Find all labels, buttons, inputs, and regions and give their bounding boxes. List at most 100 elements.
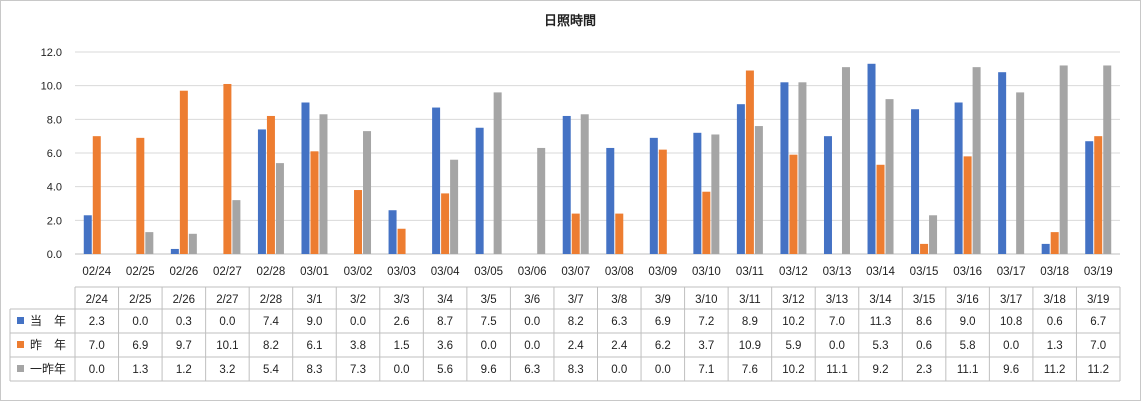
y-tick-label: 2.0 [47, 215, 62, 227]
legend-key [17, 317, 24, 324]
table-cell: 9.0 [960, 316, 976, 328]
legend-label: 一昨年 [30, 362, 66, 376]
x-tick-label: 02/28 [257, 266, 286, 278]
bar [963, 156, 972, 254]
table-header-cell: 3/5 [481, 294, 497, 306]
table-header-cell: 3/13 [826, 294, 848, 306]
table-header-cell: 3/11 [739, 294, 761, 306]
bar [1103, 65, 1112, 254]
bar [745, 70, 754, 255]
table-cell: 10.9 [739, 340, 761, 352]
table-cell: 0.0 [655, 364, 671, 376]
table-header-cell: 3/2 [350, 294, 366, 306]
bar [1059, 65, 1068, 254]
table-cell: 7.4 [263, 316, 280, 328]
table-header-cell: 3/4 [437, 294, 454, 306]
bar [92, 136, 101, 254]
gridlines [75, 51, 1120, 255]
table-cell: 9.0 [306, 316, 322, 328]
y-tick-label: 8.0 [47, 114, 62, 126]
x-tick-label: 03/17 [997, 266, 1026, 278]
bar [450, 159, 459, 254]
bar [170, 248, 179, 254]
table-cell: 11.2 [1044, 364, 1066, 376]
bar [432, 107, 441, 254]
x-tick-label: 03/02 [344, 266, 373, 278]
table-cell: 8.2 [263, 340, 279, 352]
table-cell: 5.8 [960, 340, 976, 352]
bar [823, 136, 832, 254]
table-cell: 7.6 [742, 364, 758, 376]
table-cell: 1.5 [394, 340, 410, 352]
x-tick-label: 02/27 [213, 266, 242, 278]
table-header-cell: 3/6 [524, 294, 540, 306]
table-cell: 0.0 [829, 340, 845, 352]
bars [83, 63, 1112, 255]
bar [493, 92, 502, 255]
legend-label: 当 年 [30, 314, 66, 328]
y-tick-label: 10.0 [41, 81, 62, 93]
table-header-cell: 3/14 [869, 294, 892, 306]
bar [711, 134, 720, 254]
x-tick-label: 03/14 [866, 266, 895, 278]
x-tick-label: 03/10 [692, 266, 721, 278]
table-cell: 9.6 [1003, 364, 1019, 376]
table-cell: 10.1 [216, 340, 238, 352]
table-cell: 0.0 [524, 316, 540, 328]
table-cell: 0.6 [916, 340, 932, 352]
table-cell: 6.7 [1090, 316, 1106, 328]
x-tick-label: 03/12 [779, 266, 808, 278]
table-cell: 7.0 [89, 340, 105, 352]
x-tick-label: 02/26 [169, 266, 198, 278]
bar [615, 213, 624, 254]
x-tick-label: 02/24 [82, 266, 111, 278]
table-header-cell: 2/27 [216, 294, 238, 306]
x-tick-label: 03/06 [518, 266, 547, 278]
bar [1016, 92, 1025, 255]
table-cell: 1.3 [1047, 340, 1063, 352]
bar [998, 72, 1007, 254]
y-tick-label: 12.0 [41, 47, 62, 59]
bar [798, 82, 807, 254]
bar [789, 154, 798, 254]
bar [145, 232, 154, 254]
table-cell: 11.3 [870, 316, 892, 328]
legend-key [17, 365, 24, 372]
y-tick-label: 4.0 [47, 182, 62, 194]
table-header-cell: 3/19 [1087, 294, 1109, 306]
bar [188, 233, 197, 254]
table-header-cell: 3/12 [782, 294, 804, 306]
bar [441, 193, 450, 254]
table-cell: 10.8 [1000, 316, 1022, 328]
x-tick-label: 03/05 [474, 266, 503, 278]
table-cell: 8.9 [742, 316, 758, 328]
table-cell: 10.2 [782, 316, 804, 328]
bar [693, 132, 702, 254]
x-tick-label: 03/01 [300, 266, 329, 278]
x-tick-label: 03/11 [736, 266, 764, 278]
table-header-cell: 3/18 [1043, 294, 1065, 306]
data-table: 2/24 2/25 2/26 2/27 2/28 3/1 3/2 3/3 3/4 3/5 3/6 3/… [9, 286, 1121, 382]
x-tick-label: 03/19 [1084, 266, 1113, 278]
bar [876, 164, 885, 254]
x-tick-label: 03/04 [431, 266, 460, 278]
table-header-cell: 3/17 [1000, 294, 1022, 306]
table-cell: 6.1 [306, 340, 322, 352]
x-tick-label: 03/16 [953, 266, 982, 278]
table-cell: 7.0 [829, 316, 845, 328]
bar [1094, 136, 1103, 254]
bar [580, 114, 589, 255]
table-header-cell: 3/1 [306, 294, 322, 306]
table-cell: 9.7 [176, 340, 192, 352]
table-cell: 0.3 [176, 316, 192, 328]
table-cell: 0.0 [350, 316, 366, 328]
bar [606, 147, 615, 254]
bar [475, 127, 484, 254]
table-cell: 1.2 [176, 364, 192, 376]
table-cell: 6.9 [132, 340, 148, 352]
bar [275, 163, 284, 254]
table-cell: 11.2 [1087, 364, 1109, 376]
bar [920, 243, 929, 254]
bar [754, 126, 763, 254]
bar [562, 115, 571, 254]
